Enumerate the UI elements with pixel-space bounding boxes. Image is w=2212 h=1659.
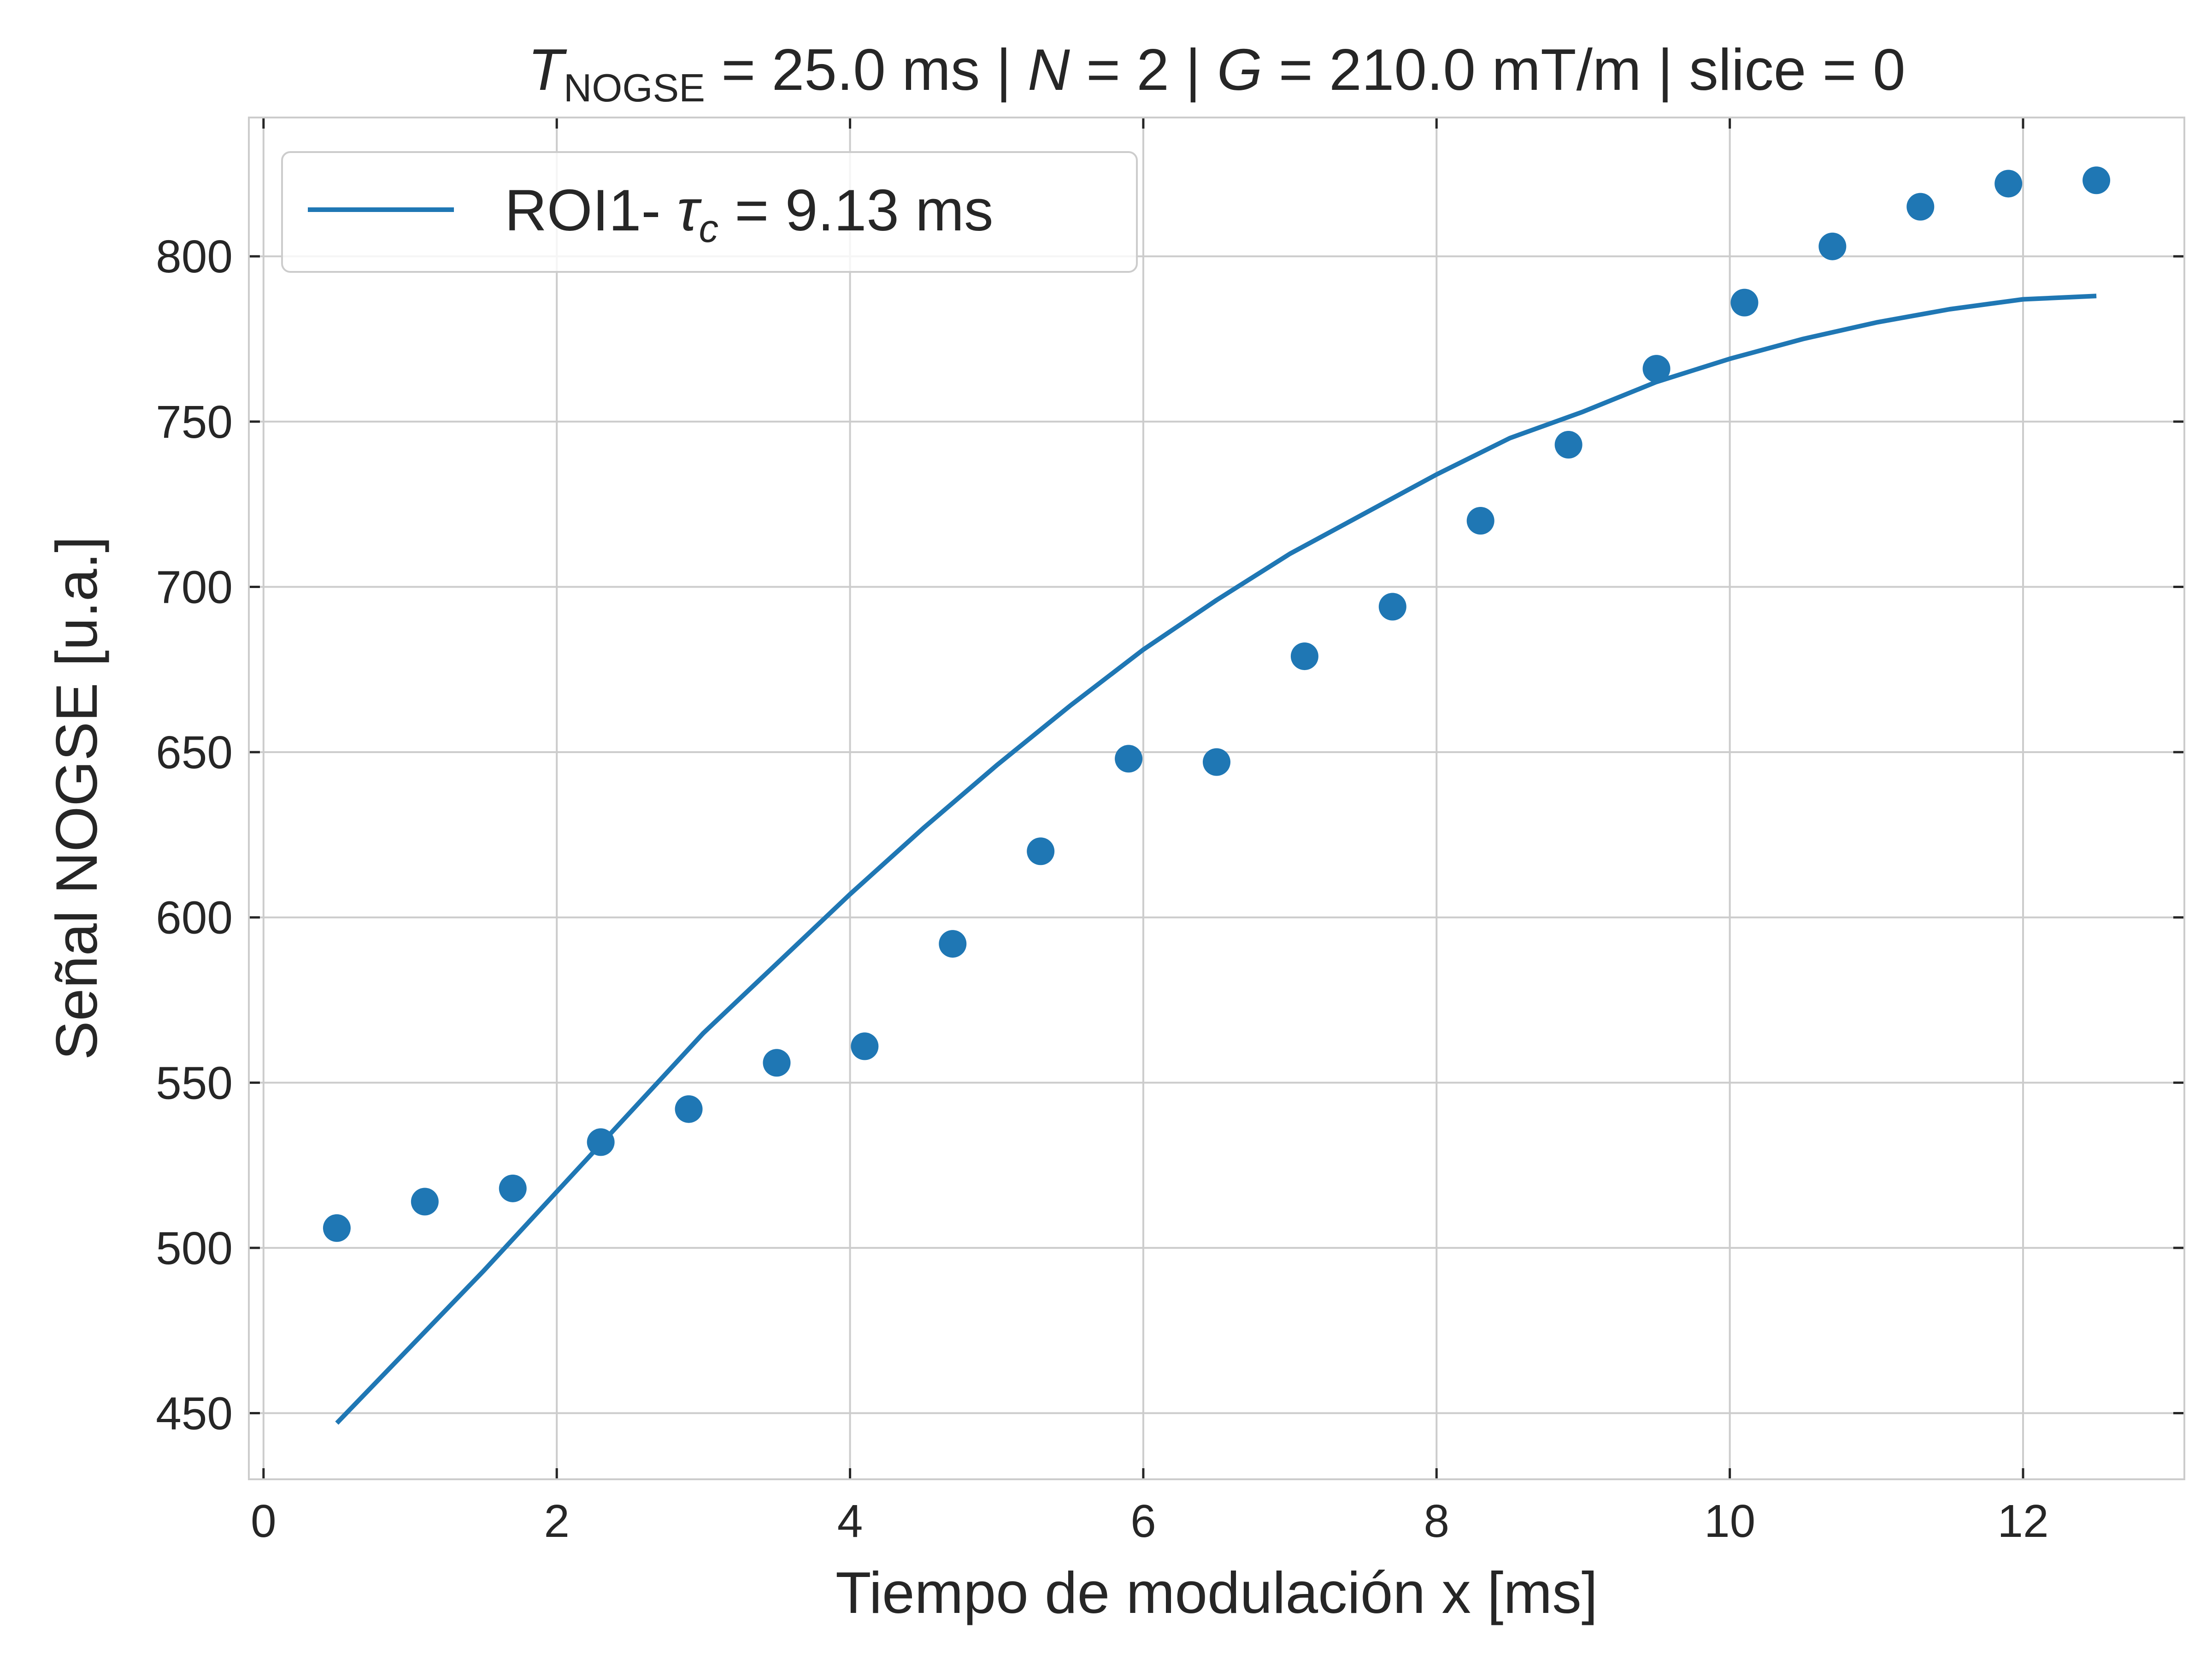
legend-symbol: τ [677, 177, 702, 243]
data-point [1730, 288, 1759, 317]
title-eq2: = 2 | [1070, 37, 1217, 102]
data-point [499, 1174, 527, 1202]
legend-box [281, 151, 1138, 273]
x-tick-label: 12 [1997, 1495, 2048, 1547]
data-point [939, 930, 967, 958]
title-eq1: = 25.0 ms | [705, 37, 1028, 102]
legend-prefix: ROI1- [505, 177, 677, 243]
data-point [1466, 507, 1494, 535]
y-axis-label: Señal NOGSE [u.a.] [44, 536, 109, 1060]
data-point [323, 1214, 351, 1242]
legend: ROI1- τc = 9.13 ms [281, 151, 1138, 273]
title-symbol-g: G [1217, 37, 1263, 102]
plot-area [249, 118, 2184, 1479]
ticks [249, 118, 2184, 1479]
data-point [1818, 232, 1847, 260]
fit-line [335, 294, 2097, 1425]
title-symbol-t: T [528, 37, 567, 102]
data-point [1554, 431, 1583, 459]
series-layer [323, 166, 2111, 1425]
data-point [1290, 642, 1318, 671]
data-point [1378, 593, 1406, 621]
x-tick-label: 10 [1704, 1495, 1755, 1547]
y-tick-label: 450 [156, 1388, 233, 1440]
data-point [1203, 748, 1230, 776]
data-point [1906, 193, 1935, 221]
x-tick-label: 4 [837, 1495, 863, 1547]
y-tick-label: 800 [156, 231, 233, 282]
title-subscript: NOGSE [564, 66, 705, 110]
title-eq3: = 210.0 mT/m | slice = 0 [1262, 37, 1905, 102]
grid [249, 118, 2184, 1479]
chart-title: TNOGSE = 25.0 ms | N = 2 | G = 210.0 mT/… [528, 37, 1905, 110]
y-tick-label: 600 [156, 892, 233, 944]
data-point [1027, 837, 1055, 865]
data-point [763, 1049, 791, 1077]
title-symbol-n: N [1028, 37, 1070, 102]
y-tick-label: 550 [156, 1057, 233, 1109]
x-axis-label: Tiempo de modulación x [ms] [835, 1560, 1598, 1625]
x-tick-label: 0 [251, 1495, 276, 1547]
data-point [851, 1032, 879, 1060]
data-point [411, 1188, 439, 1216]
legend-label: ROI1- τc = 9.13 ms [505, 177, 994, 251]
x-tick-label: 6 [1130, 1495, 1156, 1547]
data-point [1115, 745, 1143, 773]
y-tick-label: 700 [156, 561, 233, 613]
plot-frame [248, 117, 2185, 1480]
x-tick-label: 8 [1424, 1495, 1449, 1547]
data-point [2083, 166, 2111, 194]
y-tick-label: 500 [156, 1223, 233, 1274]
legend-subscript: c [699, 207, 719, 251]
y-tick-label: 650 [156, 727, 233, 778]
tick-labels: 0 2 4 6 8 10 12 450 500 550 600 650 700 750 800 [156, 231, 2048, 1547]
x-tick-label: 2 [544, 1495, 570, 1547]
data-point [1642, 355, 1671, 383]
y-tick-label: 750 [156, 396, 233, 448]
data-point [1994, 170, 2023, 198]
data-point [675, 1095, 703, 1123]
legend-suffix: = 9.13 ms [718, 177, 994, 243]
